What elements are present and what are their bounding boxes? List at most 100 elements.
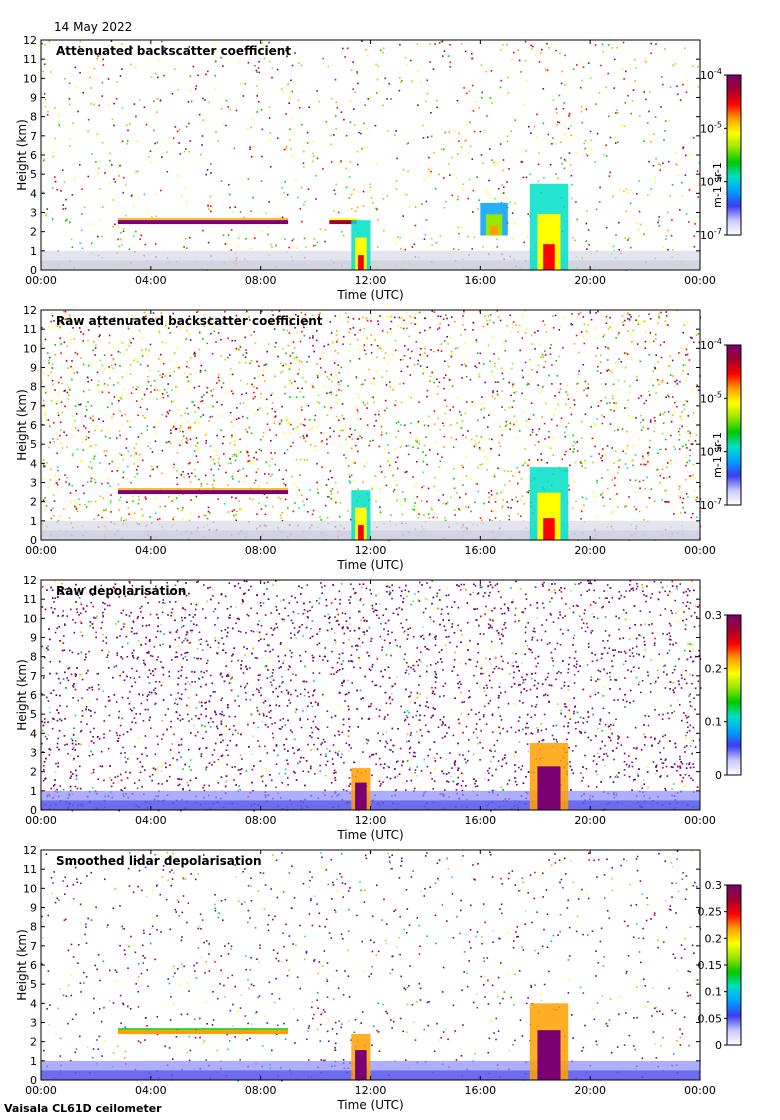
- x-tick-label: 08:00: [245, 1084, 277, 1097]
- y-tick-label: 12: [23, 304, 37, 317]
- y-tick-label: 10: [23, 342, 37, 355]
- y-tick-label: 5: [30, 168, 37, 181]
- x-tick-label: 08:00: [245, 274, 277, 287]
- cloud-4: [480, 202, 508, 236]
- cloud-3: [529, 467, 569, 540]
- cloud-layer-1: [117, 1030, 289, 1035]
- panel-title: Raw attenuated backscatter coefficient: [56, 314, 323, 328]
- x-tick-label: 16:00: [464, 274, 496, 287]
- y-tick-label: 7: [30, 130, 37, 143]
- y-tick-label: 11: [23, 863, 37, 876]
- colorbar-tick-label: 0: [715, 769, 722, 782]
- x-tick-label: 00:00: [684, 1084, 716, 1097]
- y-tick-label: 7: [30, 940, 37, 953]
- x-tick-label: 20:00: [574, 814, 606, 827]
- y-tick-label: 5: [30, 978, 37, 991]
- cloud-2: [351, 490, 371, 540]
- y-tick-label: 0: [30, 804, 37, 817]
- x-axis-label: Time (UTC): [336, 288, 403, 302]
- y-tick-label: 11: [23, 323, 37, 336]
- cloud-5: [529, 183, 569, 270]
- colorbar-tick-label: 0.1: [705, 986, 723, 999]
- x-tick-label: 12:00: [355, 544, 387, 557]
- y-tick-label: 10: [23, 72, 37, 85]
- colorbar-tick-label: 0.05: [698, 1012, 723, 1025]
- y-tick-label: 10: [23, 612, 37, 625]
- y-tick-label: 2: [30, 766, 37, 779]
- y-tick-label: 2: [30, 226, 37, 239]
- x-tick-label: 00:00: [684, 814, 716, 827]
- instrument-label: Vaisala CL61D ceilometer: [4, 1102, 162, 1115]
- x-tick-label: 20:00: [574, 544, 606, 557]
- x-axis-label: Time (UTC): [336, 1098, 403, 1112]
- colorbar-unit-label: m-1 sr-1: [711, 432, 724, 478]
- panel-title: Attenuated backscatter coefficient: [56, 44, 291, 58]
- y-tick-label: 2: [30, 496, 37, 509]
- y-tick-label: 7: [30, 670, 37, 683]
- colorbar-tick-label: 10-7: [700, 227, 722, 242]
- y-tick-label: 6: [30, 689, 37, 702]
- x-tick-label: 00:00: [25, 274, 57, 287]
- colorbar-tick-label: 10-7: [700, 497, 722, 512]
- y-tick-label: 3: [30, 477, 37, 490]
- cloud-layer-1: [117, 490, 289, 495]
- x-tick-label: 12:00: [355, 814, 387, 827]
- y-tick-label: 4: [30, 727, 37, 740]
- y-axis-label: Height (km): [15, 929, 29, 1000]
- y-axis-label: Height (km): [15, 119, 29, 190]
- y-tick-label: 3: [30, 747, 37, 760]
- x-tick-label: 16:00: [464, 1084, 496, 1097]
- y-axis-label: Height (km): [15, 659, 29, 730]
- x-tick-label: 00:00: [25, 814, 57, 827]
- x-tick-label: 12:00: [355, 274, 387, 287]
- x-axis-label: Time (UTC): [336, 828, 403, 842]
- colorbar-tick-label: 10-4: [700, 67, 722, 82]
- backscatter-field: [41, 850, 702, 1082]
- x-tick-label: 04:00: [135, 544, 167, 557]
- y-tick-label: 4: [30, 457, 37, 470]
- y-tick-label: 8: [30, 381, 37, 394]
- y-tick-label: 2: [30, 1036, 37, 1049]
- y-tick-label: 12: [23, 574, 37, 587]
- colorbar-tick-label: 10-6: [700, 444, 722, 459]
- colorbar-tick-label: 0: [715, 1039, 722, 1052]
- y-tick-label: 1: [30, 515, 37, 528]
- cloud-2: [529, 742, 569, 810]
- colorbar-tick-label: 0.2: [705, 662, 723, 675]
- x-tick-label: 00:00: [684, 274, 716, 287]
- x-tick-label: 08:00: [245, 544, 277, 557]
- y-tick-label: 9: [30, 362, 37, 375]
- cloud-layer-1: [117, 220, 289, 225]
- x-tick-label: 00:00: [684, 544, 716, 557]
- y-tick-label: 4: [30, 187, 37, 200]
- y-tick-label: 8: [30, 111, 37, 124]
- x-tick-label: 00:00: [25, 1084, 57, 1097]
- colorbar: 0 0.05 0.1 0.15 0.2 0.25 0.3: [698, 879, 742, 1052]
- panel-title: Smoothed lidar depolarisation: [56, 854, 262, 868]
- y-tick-label: 12: [23, 34, 37, 47]
- y-axis-label: Height (km): [15, 389, 29, 460]
- cloud-2: [351, 1034, 371, 1080]
- x-tick-label: 00:00: [25, 544, 57, 557]
- y-tick-label: 5: [30, 708, 37, 721]
- y-tick-label: 1: [30, 785, 37, 798]
- colorbar-tick-label: 0.3: [705, 879, 723, 892]
- y-tick-label: 9: [30, 92, 37, 105]
- cloud-layer-2: [329, 220, 357, 225]
- colorbar-tick-label: 0.25: [698, 906, 723, 919]
- colorbar-tick-label: 10-5: [700, 120, 722, 135]
- y-tick-label: 0: [30, 1074, 37, 1087]
- x-tick-label: 08:00: [245, 814, 277, 827]
- y-tick-label: 5: [30, 438, 37, 451]
- y-tick-label: 3: [30, 207, 37, 220]
- y-tick-label: 3: [30, 1017, 37, 1030]
- y-tick-label: 0: [30, 264, 37, 277]
- y-tick-label: 6: [30, 149, 37, 162]
- panel-title: Raw depolarisation: [56, 584, 186, 598]
- date-label: 14 May 2022: [54, 20, 133, 34]
- cloud-3: [529, 1003, 569, 1080]
